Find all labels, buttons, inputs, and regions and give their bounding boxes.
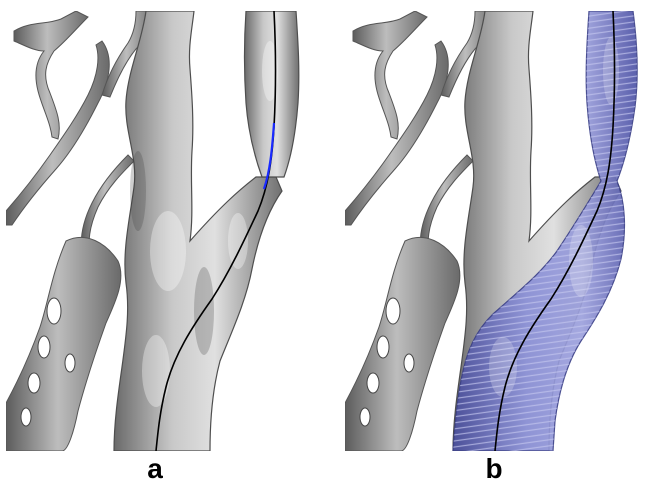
centerline-curve <box>155 11 277 451</box>
porous-vessel-left <box>6 236 122 451</box>
surface-shading <box>142 41 278 407</box>
centerline-highlight-segment <box>262 122 276 190</box>
panel-a-label: a <box>147 453 163 484</box>
panel-b-label: b <box>485 453 503 484</box>
panel-a-image <box>6 11 307 451</box>
main-vessel-trunk <box>113 11 283 451</box>
panel-b-image <box>345 11 646 451</box>
overlay-hatching <box>453 11 638 451</box>
vessel-holes <box>20 297 76 427</box>
porous-vessel-left <box>345 236 461 451</box>
overlay-shading <box>489 37 619 397</box>
centerline-curve <box>494 11 616 451</box>
upper-right-vessel <box>243 11 300 178</box>
vessel-holes <box>359 297 415 427</box>
